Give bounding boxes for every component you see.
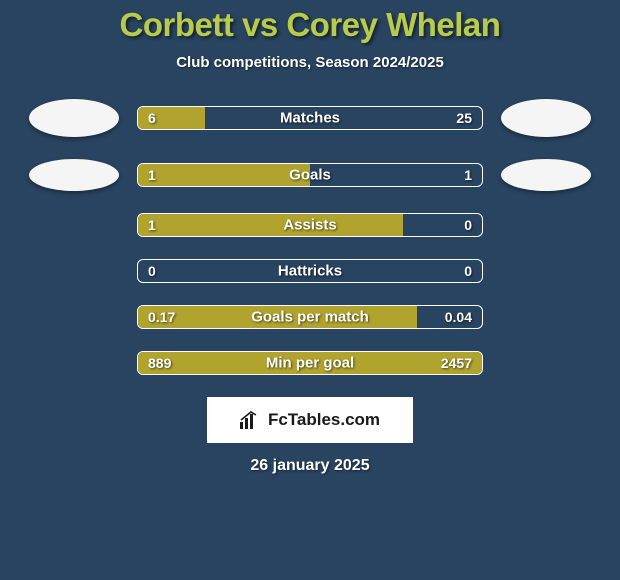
- stat-bar: 0.17 Goals per match 0.04: [137, 305, 483, 329]
- stat-value-right: 0.04: [445, 309, 472, 325]
- branding-text: FcTables.com: [268, 410, 380, 430]
- stat-label: Hattricks: [278, 263, 342, 280]
- comparison-row: 0.17 Goals per match 0.04: [0, 305, 620, 329]
- chart-icon: [240, 411, 262, 429]
- infographic-container: Corbett vs Corey Whelan Club competition…: [0, 0, 620, 475]
- stat-bar-fill: [138, 214, 403, 236]
- stat-value-right: 2457: [441, 355, 472, 371]
- stat-bar: 0 Hattricks 0: [137, 259, 483, 283]
- stat-value-right: 25: [456, 110, 472, 126]
- comparison-row: 889 Min per goal 2457: [0, 351, 620, 375]
- comparison-row: 6 Matches 25: [0, 99, 620, 137]
- comparison-rows: 6 Matches 25 1 Goals 1 1 Assists 0 0 Hattricks 0 0.1…: [0, 99, 620, 375]
- stat-label: Min per goal: [266, 355, 354, 372]
- stat-value-left: 0.17: [148, 309, 175, 325]
- stat-bar: 1 Assists 0: [137, 213, 483, 237]
- stat-bar: 6 Matches 25: [137, 106, 483, 130]
- stat-value-right: 0: [464, 217, 472, 233]
- stat-label: Goals: [289, 167, 331, 184]
- player-right-avatar: [501, 99, 591, 137]
- comparison-row: 1 Assists 0: [0, 213, 620, 237]
- stat-value-right: 1: [464, 167, 472, 183]
- stat-value-left: 6: [148, 110, 156, 126]
- comparison-row: 0 Hattricks 0: [0, 259, 620, 283]
- player-left-avatar: [29, 159, 119, 191]
- stat-label: Goals per match: [251, 309, 369, 326]
- player-left-avatar: [29, 99, 119, 137]
- stat-bar-fill: [138, 164, 310, 186]
- stat-label: Assists: [283, 217, 336, 234]
- stat-bar: 1 Goals 1: [137, 163, 483, 187]
- stat-value-right: 0: [464, 263, 472, 279]
- stat-bar: 889 Min per goal 2457: [137, 351, 483, 375]
- branding-badge: FcTables.com: [207, 397, 413, 443]
- page-title: Corbett vs Corey Whelan: [0, 6, 620, 44]
- stat-value-left: 1: [148, 217, 156, 233]
- subtitle: Club competitions, Season 2024/2025: [0, 54, 620, 71]
- player-right-avatar: [501, 159, 591, 191]
- stat-value-left: 1: [148, 167, 156, 183]
- stat-value-left: 889: [148, 355, 171, 371]
- comparison-row: 1 Goals 1: [0, 159, 620, 191]
- stat-value-left: 0: [148, 263, 156, 279]
- date-label: 26 january 2025: [0, 457, 620, 475]
- stat-label: Matches: [280, 110, 340, 127]
